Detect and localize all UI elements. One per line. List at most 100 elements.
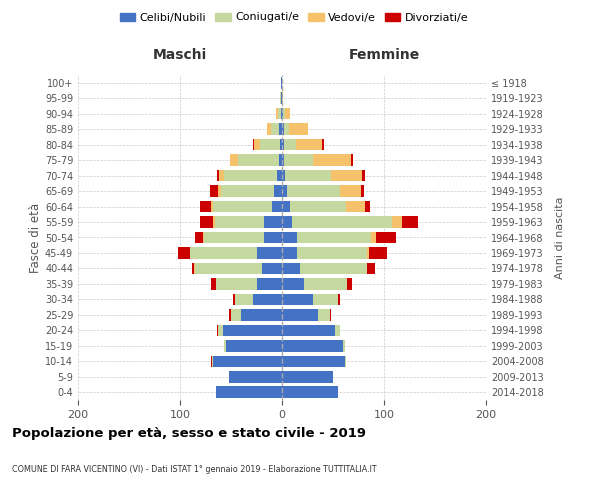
Y-axis label: Fasce di età: Fasce di età [29, 202, 42, 272]
Bar [285, 108, 290, 120]
Bar [296, 139, 322, 150]
Bar [280, 92, 281, 104]
Bar [219, 170, 224, 181]
Bar [209, 186, 218, 197]
Bar [178, 247, 190, 259]
Bar [282, 294, 313, 305]
Bar [304, 278, 347, 289]
Bar [282, 386, 338, 398]
Bar [313, 294, 338, 305]
Text: Popolazione per età, sesso e stato civile - 2019: Popolazione per età, sesso e stato civil… [12, 428, 366, 440]
Bar [224, 170, 277, 181]
Bar [367, 262, 375, 274]
Bar [284, 124, 289, 135]
Bar [287, 186, 340, 197]
Bar [346, 200, 365, 212]
Bar [271, 124, 279, 135]
Bar [238, 154, 279, 166]
Y-axis label: Anni di nascita: Anni di nascita [555, 196, 565, 279]
Bar [212, 216, 215, 228]
Bar [367, 247, 369, 259]
Bar [200, 216, 212, 228]
Bar [223, 324, 282, 336]
Bar [226, 340, 282, 351]
Bar [290, 200, 346, 212]
Bar [277, 170, 282, 181]
Bar [403, 216, 418, 228]
Bar [279, 154, 282, 166]
Bar [285, 170, 331, 181]
Bar [263, 232, 282, 243]
Bar [263, 216, 282, 228]
Bar [352, 154, 353, 166]
Bar [231, 309, 241, 320]
Bar [282, 170, 285, 181]
Bar [217, 170, 219, 181]
Bar [282, 200, 290, 212]
Bar [335, 324, 340, 336]
Bar [282, 232, 298, 243]
Bar [196, 232, 203, 243]
Bar [343, 340, 345, 351]
Bar [318, 309, 330, 320]
Bar [282, 324, 335, 336]
Bar [282, 371, 333, 382]
Bar [211, 278, 216, 289]
Bar [216, 278, 257, 289]
Bar [257, 278, 282, 289]
Bar [218, 186, 221, 197]
Bar [371, 232, 376, 243]
Bar [235, 294, 253, 305]
Text: Femmine: Femmine [349, 48, 419, 62]
Bar [345, 356, 346, 367]
Bar [282, 262, 301, 274]
Bar [298, 232, 371, 243]
Bar [313, 154, 352, 166]
Bar [331, 170, 362, 181]
Bar [260, 139, 280, 150]
Bar [301, 262, 367, 274]
Bar [283, 108, 285, 120]
Bar [281, 92, 282, 104]
Bar [376, 232, 396, 243]
Bar [282, 356, 345, 367]
Bar [229, 371, 282, 382]
Bar [230, 154, 238, 166]
Text: Maschi: Maschi [153, 48, 207, 62]
Bar [284, 139, 296, 150]
Bar [224, 340, 226, 351]
Bar [262, 262, 282, 274]
Bar [253, 294, 282, 305]
Bar [203, 232, 205, 243]
Bar [280, 139, 282, 150]
Bar [338, 294, 340, 305]
Bar [257, 247, 282, 259]
Bar [282, 278, 304, 289]
Text: COMUNE DI FARA VICENTINO (VI) - Dati ISTAT 1° gennaio 2019 - Elaborazione TUTTIT: COMUNE DI FARA VICENTINO (VI) - Dati IST… [12, 466, 377, 474]
Bar [276, 108, 278, 120]
Bar [282, 216, 292, 228]
Bar [196, 262, 262, 274]
Bar [282, 340, 343, 351]
Bar [392, 216, 403, 228]
Bar [221, 186, 274, 197]
Bar [292, 216, 392, 228]
Bar [229, 309, 231, 320]
Bar [205, 232, 263, 243]
Bar [194, 262, 196, 274]
Bar [217, 324, 218, 336]
Bar [218, 324, 223, 336]
Bar [282, 154, 284, 166]
Bar [282, 186, 287, 197]
Bar [281, 108, 282, 120]
Bar [279, 124, 282, 135]
Bar [216, 386, 282, 398]
Bar [322, 139, 324, 150]
Bar [347, 278, 352, 289]
Bar [289, 124, 308, 135]
Bar [361, 186, 364, 197]
Bar [282, 92, 283, 104]
Bar [211, 356, 212, 367]
Bar [282, 139, 284, 150]
Bar [340, 186, 361, 197]
